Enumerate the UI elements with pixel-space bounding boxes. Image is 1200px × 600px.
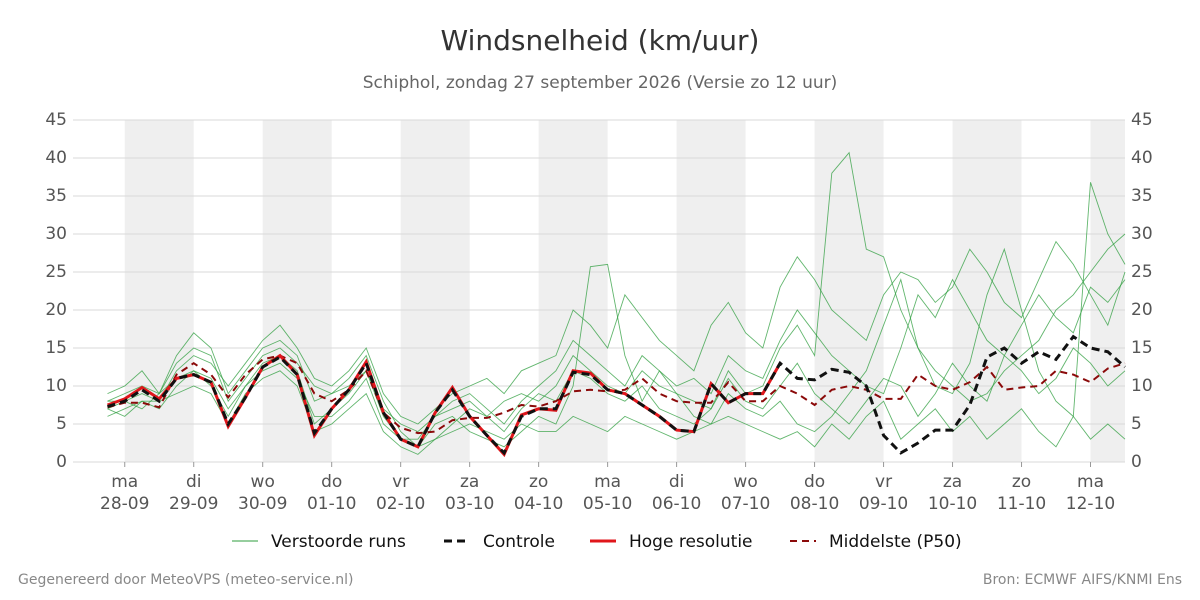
x-tick-label: do [804,472,825,492]
x-tick-date: 08-10 [790,494,839,514]
y-tick-label: 30 [45,224,67,244]
x-tick-date: 04-10 [514,494,563,514]
day-band [262,120,332,462]
x-tick-date: 02-10 [376,494,425,514]
x-tick-date: 01-10 [307,494,356,514]
day-band [400,120,470,462]
x-tick-label: vr [392,472,409,492]
footer-left: Gegenereerd door MeteoVPS (meteo-service… [18,572,353,588]
y-tick-label: 10 [45,376,67,396]
x-tick-date: 03-10 [445,494,494,514]
ensemble-line [107,278,1126,433]
day-band [538,120,608,462]
y-tick-label: 35 [45,186,67,206]
ensemble-line [107,370,1126,455]
y2-tick-label: 20 [1131,300,1153,320]
x-tick-label: zo [1012,472,1031,492]
y-tick-label: 25 [45,262,67,282]
y-tick-label: 20 [45,300,67,320]
y-tick-label: 5 [56,414,67,434]
y2-tick-label: 10 [1131,376,1153,396]
y2-tick-label: 45 [1131,110,1153,130]
y2-tick-label: 25 [1131,262,1153,282]
x-tick-date: 10-10 [928,494,977,514]
legend-label: Verstoorde runs [271,532,406,552]
x-tick-date: 05-10 [583,494,632,514]
day-band [952,120,1022,462]
ensemble-line [107,240,1126,425]
x-tick-label: za [460,472,479,492]
x-tick-label: wo [733,472,757,492]
day-band [124,120,194,462]
x-tick-label: ma [111,472,138,492]
x-tick-label: ma [594,472,621,492]
y-tick-label: 45 [45,110,67,130]
x-tick-label: do [321,472,342,492]
legend-label: Middelste (P50) [829,532,962,552]
x-tick-label: vr [875,472,892,492]
y2-tick-label: 5 [1131,414,1142,434]
x-tick-date: 28-09 [100,494,149,514]
y-tick-label: 40 [45,148,67,168]
x-tick-date: 12-10 [1066,494,1115,514]
day-band [676,120,746,462]
chart-subtitle: Schiphol, zondag 27 september 2026 (Vers… [363,73,838,93]
y2-tick-label: 0 [1131,452,1142,472]
y2-tick-label: 30 [1131,224,1153,244]
x-tick-label: di [669,472,685,492]
footer-right: Bron: ECMWF AIFS/KNMI Ens [983,572,1182,588]
y2-tick-label: 40 [1131,148,1153,168]
x-tick-date: 09-10 [859,494,908,514]
x-tick-label: ma [1077,472,1104,492]
x-tick-label: za [943,472,962,492]
chart-title: Windsnelheid (km/uur) [441,24,760,57]
legend-label: Hoge resolutie [629,532,753,552]
series-line [107,334,1126,456]
x-tick-date: 30-09 [238,494,287,514]
x-tick-date: 07-10 [721,494,770,514]
x-tick-date: 11-10 [997,494,1046,514]
y-tick-label: 15 [45,338,67,358]
day-band [1090,120,1125,462]
y2-tick-label: 35 [1131,186,1153,206]
y-tick-label: 0 [56,452,67,472]
legend-label: Controle [483,532,555,552]
x-tick-date: 29-09 [169,494,218,514]
day-band [814,120,884,462]
y2-tick-label: 15 [1131,338,1153,358]
x-tick-label: wo [251,472,275,492]
x-tick-label: di [186,472,202,492]
x-tick-label: zo [529,472,548,492]
x-tick-date: 06-10 [652,494,701,514]
